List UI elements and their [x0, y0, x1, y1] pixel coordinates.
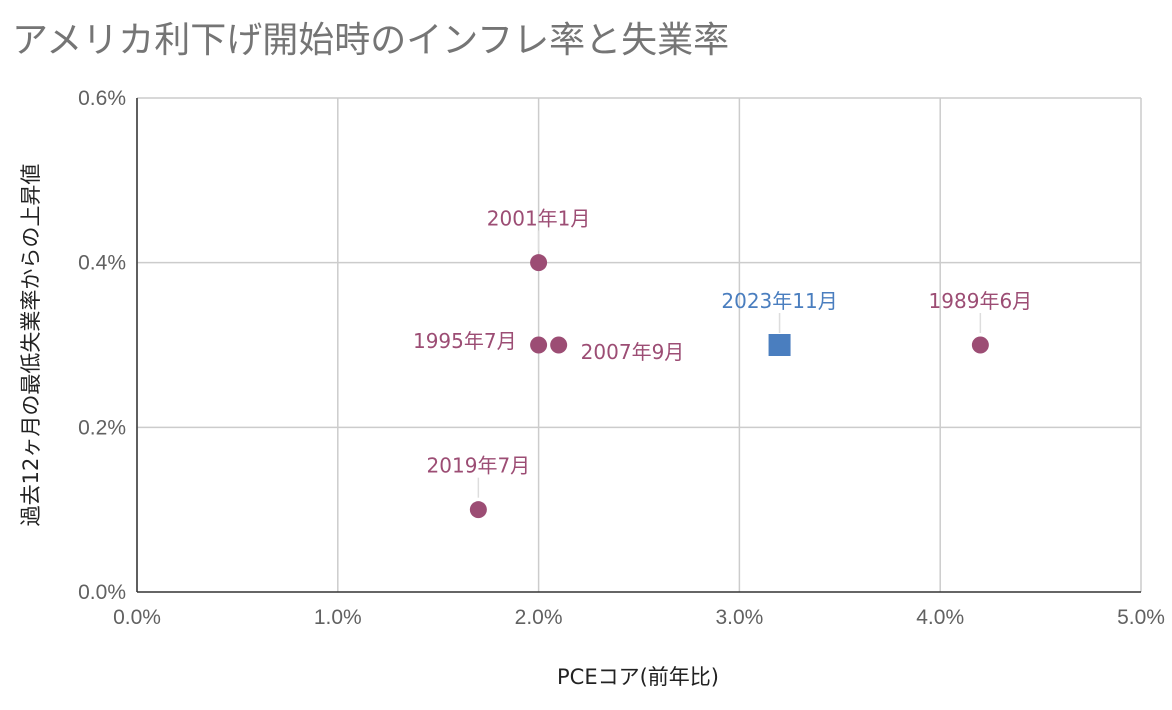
data-point-label: 1989年6月: [929, 289, 1033, 313]
y-axis-title: 過去12ヶ月の最低失業率からの上昇値: [19, 164, 43, 527]
x-tick-label: 0.0%: [113, 606, 161, 629]
x-axis-title: PCEコア(前年比): [557, 665, 719, 689]
point-layer: 2001年1月 1995年7月 2007年9月 2023年11月 1989年6月 2019…: [413, 207, 1033, 519]
data-point: [550, 336, 568, 354]
chart-title: アメリカ利下げ開始時のインフレ率と失業率: [12, 20, 729, 61]
data-point: [530, 254, 548, 272]
y-tick-label: 0.2%: [78, 416, 126, 439]
data-point: [971, 336, 989, 354]
tick-layer: 0.0% 1.0% 2.0% 3.0% 4.0% 5.0% 0.0% 0.2% 0.4% 0.6%: [78, 87, 1165, 629]
grid-layer: [136, 97, 1142, 593]
data-point-label: 2023年11月: [721, 289, 837, 313]
data-point-label: 1995年7月: [413, 329, 517, 353]
x-tick-label: 2.0%: [515, 606, 563, 629]
data-point: [469, 501, 487, 519]
x-tick-label: 5.0%: [1117, 606, 1165, 629]
data-point-label: 2007年9月: [581, 340, 685, 364]
data-point: [530, 336, 548, 354]
x-tick-label: 1.0%: [314, 606, 362, 629]
data-point-label: 2001年1月: [487, 207, 591, 231]
y-tick-label: 0.0%: [78, 581, 126, 604]
y-tick-label: 0.4%: [78, 252, 126, 275]
data-point-square: [768, 334, 791, 356]
y-tick-label: 0.6%: [78, 87, 126, 110]
x-tick-label: 3.0%: [715, 606, 763, 629]
x-tick-label: 4.0%: [916, 606, 964, 629]
data-point-label: 2019年7月: [427, 454, 531, 478]
